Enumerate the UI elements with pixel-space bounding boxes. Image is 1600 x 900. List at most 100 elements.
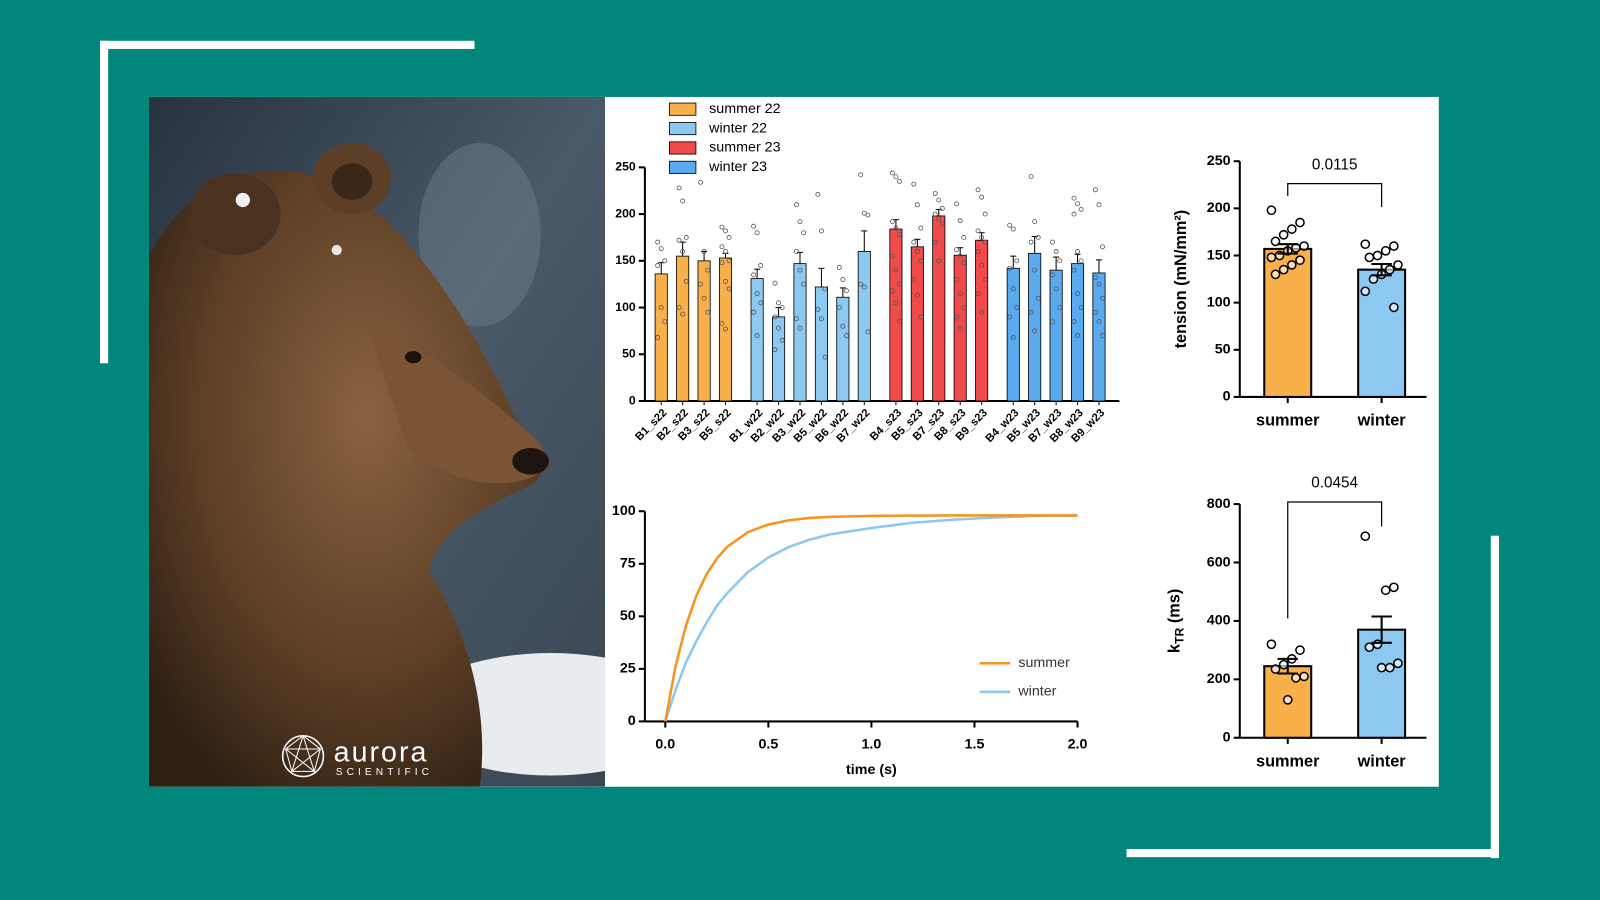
data-point: [982, 211, 988, 217]
significance-bracket: [1287, 501, 1383, 619]
data-point: [758, 263, 764, 268]
data-point: [797, 219, 803, 225]
data-point: [893, 267, 899, 273]
data-point: [939, 206, 945, 211]
y-tick-label: 0: [629, 393, 636, 407]
data-point: [655, 335, 661, 340]
chart: 0 50 100 150 200 250 summer winter 0.0115 tension…: [1172, 153, 1427, 430]
y-tick-label: 600: [1207, 554, 1231, 570]
y-label-subscript: TR: [1173, 628, 1187, 644]
data-point: [914, 202, 920, 208]
bar: [676, 255, 690, 402]
data-point: [772, 280, 778, 286]
data-point: [961, 260, 967, 266]
data-point: [1270, 269, 1281, 280]
data-point: [1389, 302, 1399, 313]
data-point: [683, 234, 689, 240]
data-point: [793, 316, 799, 322]
data-point: [818, 316, 824, 322]
data-point: [1364, 252, 1375, 263]
x-tick-label: 0.5: [758, 737, 778, 753]
data-point: [1050, 272, 1055, 278]
y-tick-label: 150: [1207, 247, 1231, 263]
data-point: [911, 239, 917, 245]
data-point: [918, 314, 924, 320]
x-tick-label: winter: [1357, 412, 1407, 430]
significance-bracket: [1287, 183, 1383, 208]
data-point: [1057, 258, 1063, 264]
data-point: [893, 225, 899, 231]
data-point: [793, 249, 799, 254]
y-tick-label: 250: [1207, 153, 1231, 169]
data-point: [676, 305, 682, 310]
data-point: [815, 192, 821, 197]
data-point: [658, 246, 664, 252]
data-point: [801, 281, 807, 287]
y-tick-label: 200: [1207, 671, 1231, 687]
data-point: [815, 306, 821, 312]
data-point: [662, 258, 668, 264]
data-point: [1035, 295, 1041, 301]
data-point: [698, 281, 703, 287]
data-point: [1071, 319, 1077, 325]
data-point: [1100, 333, 1105, 339]
y-axis-label: tension (mN/mm²): [1172, 210, 1190, 349]
x-axis-label: time (s): [846, 762, 897, 778]
bar: [910, 246, 924, 402]
data-point: [1270, 664, 1281, 674]
bar: [1071, 263, 1085, 402]
data-point: [772, 314, 778, 320]
data-point: [705, 309, 711, 315]
frame-corner: [1490, 535, 1499, 859]
data-point: [957, 291, 963, 296]
data-point: [982, 239, 988, 245]
data-point: [1028, 309, 1034, 315]
data-point: [719, 244, 725, 250]
logo-tagline: SCIENTIFIC: [336, 767, 433, 778]
data-point: [889, 253, 895, 259]
y-tick-label: 400: [1207, 613, 1231, 629]
line-series: [664, 514, 1078, 722]
data-point: [793, 202, 799, 208]
data-point: [897, 319, 902, 325]
data-point: [683, 278, 689, 284]
data-point: [1295, 255, 1305, 266]
data-point: [889, 288, 895, 294]
data-point: [911, 277, 917, 282]
line-series: [664, 514, 1078, 722]
bar: [1006, 267, 1020, 402]
data-point: [719, 320, 725, 326]
data-point: [655, 263, 661, 268]
data-point: [754, 333, 760, 339]
data-point: [979, 194, 985, 200]
data-point: [676, 237, 682, 243]
data-point: [1078, 206, 1084, 212]
data-point: [961, 305, 967, 310]
data-point: [1372, 250, 1383, 261]
data-point: [1028, 174, 1034, 180]
y-label-unit: (ms): [1166, 589, 1184, 628]
data-point: [914, 292, 920, 298]
frame-corner: [99, 40, 109, 364]
data-point: [1007, 314, 1013, 320]
data-point: [680, 249, 686, 254]
data-point: [1286, 224, 1297, 234]
data-point: [979, 234, 985, 240]
y-tick-label: 100: [1207, 294, 1231, 310]
p-value: 0.0115: [1312, 156, 1358, 173]
y-tick-label: 50: [622, 347, 636, 361]
data-point: [754, 230, 760, 236]
data-point: [1078, 305, 1084, 310]
data-point: [1096, 319, 1102, 325]
data-point: [1393, 260, 1403, 270]
stage: aurora SCIENTIFIC 050100150200250B1_s22B…: [99, 40, 1499, 859]
data-point: [1053, 286, 1059, 292]
y-label-symbol: k: [1166, 643, 1184, 653]
data-point: [719, 260, 725, 266]
bar: [953, 254, 967, 402]
data-point: [1266, 639, 1277, 650]
bar: [654, 273, 668, 402]
data-point: [954, 247, 960, 253]
data-point: [911, 181, 917, 187]
